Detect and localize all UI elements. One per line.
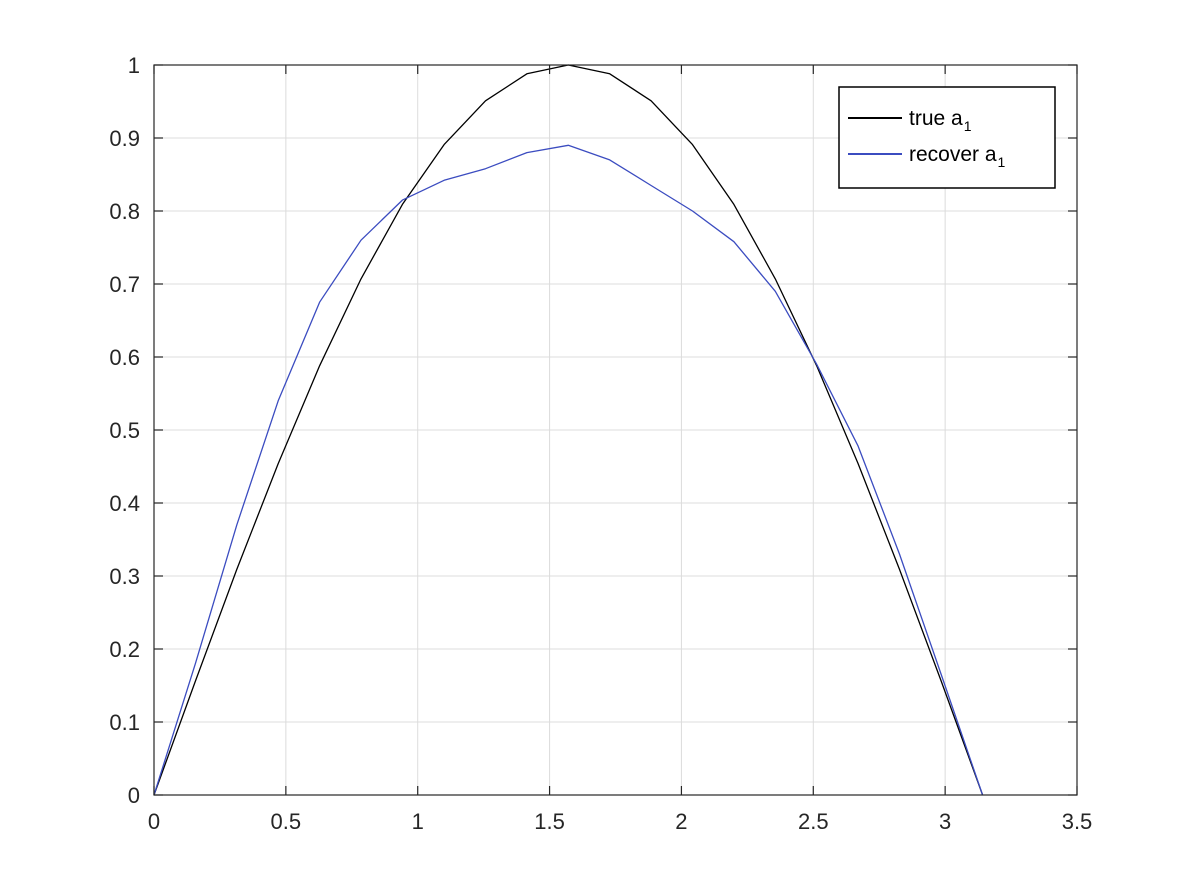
x-tick-label: 3.5 — [1062, 809, 1093, 834]
x-tick-label: 2 — [675, 809, 687, 834]
x-tick-label: 1 — [412, 809, 424, 834]
x-tick-label: 0.5 — [271, 809, 302, 834]
legend-label-text: true a — [909, 107, 963, 130]
legend-label-text: recover a — [909, 143, 997, 166]
y-tick-label: 0.5 — [109, 418, 140, 443]
legend-box — [838, 86, 1056, 189]
y-tick-label: 0.7 — [109, 272, 140, 297]
x-tick-label: 1.5 — [534, 809, 565, 834]
y-tick-label: 1 — [128, 53, 140, 78]
x-tick-label: 3 — [939, 809, 951, 834]
legend-label-1: recover a1 — [909, 143, 1006, 170]
y-tick-label: 0.9 — [109, 126, 140, 151]
y-tick-label: 0.2 — [109, 637, 140, 662]
y-tick-label: 0.6 — [109, 345, 140, 370]
legend-label-0: true a1 — [909, 107, 972, 134]
legend-label-subscript: 1 — [964, 118, 972, 134]
series-line-1 — [153, 144, 984, 796]
tick-labels: 0 0.5 1 1.5 2 2.5 3 3.5 0 0.1 0.2 0.3 0.4 0.5 0.6 0.7 0.… — [109, 53, 1092, 834]
y-tick-label: 0.1 — [109, 710, 140, 735]
y-tick-label: 0.3 — [109, 564, 140, 589]
axis-ticks — [153, 64, 1078, 796]
y-tick-label: 0.4 — [109, 491, 140, 516]
x-tick-label: 2.5 — [798, 809, 829, 834]
legend-label-subscript: 1 — [998, 154, 1006, 170]
y-tick-label: 0.8 — [109, 199, 140, 224]
x-tick-label: 0 — [148, 809, 160, 834]
y-tick-label: 0 — [128, 783, 140, 808]
